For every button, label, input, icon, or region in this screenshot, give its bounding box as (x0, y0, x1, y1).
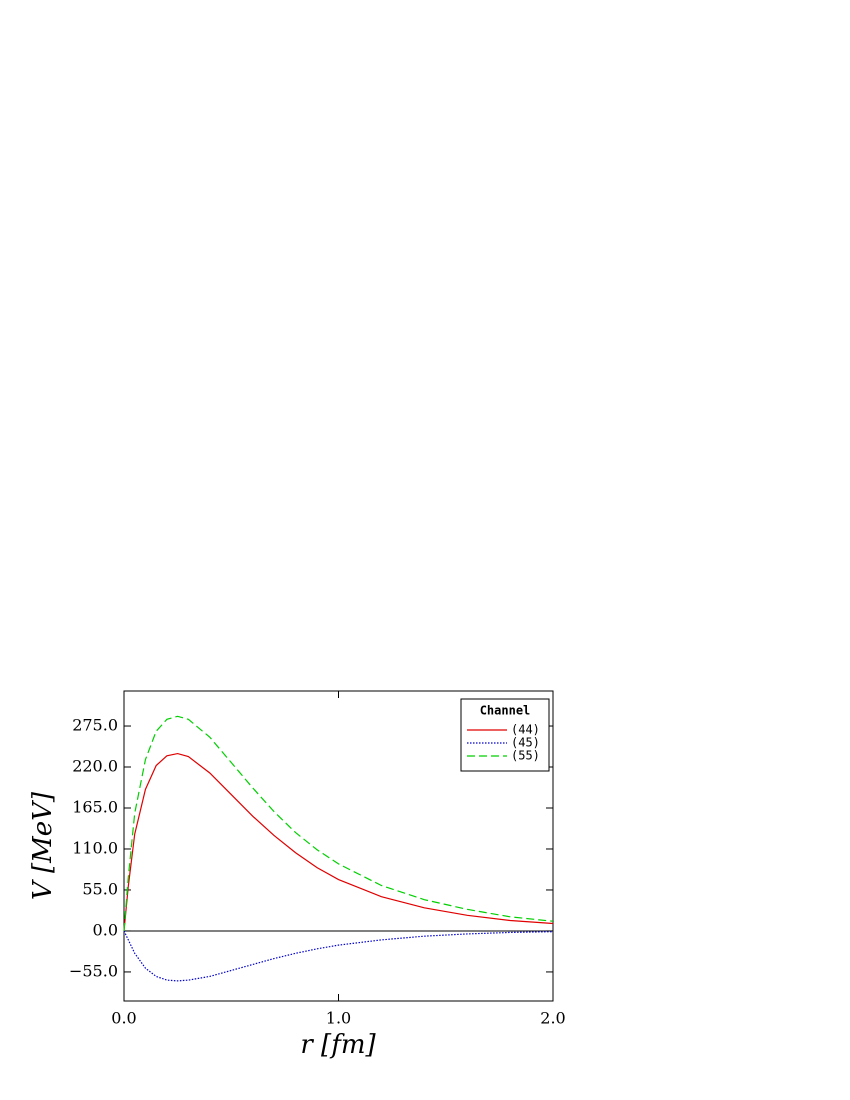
y-tick-label: 275.0 (72, 716, 118, 735)
legend-label: (45) (511, 736, 540, 750)
x-axis-label: r [fm] (300, 1030, 376, 1060)
x-tick-label: 1.0 (326, 1009, 351, 1028)
y-tick-label: 110.0 (72, 838, 118, 857)
x-tick-label: 0.0 (111, 1009, 136, 1028)
legend-label: (55) (511, 749, 540, 763)
legend-label: (44) (511, 723, 540, 737)
series-line (123, 715, 554, 931)
x-tick-label: 2.0 (540, 1009, 565, 1028)
series-line (123, 930, 554, 982)
series-line (123, 752, 554, 932)
y-tick-label: 165.0 (72, 797, 118, 816)
y-tick-label: 0.0 (93, 920, 118, 939)
y-axis-label: V [MeV] (28, 791, 58, 900)
legend-title: Channel (480, 704, 531, 718)
legend-box (460, 698, 550, 772)
y-tick-label: 220.0 (72, 757, 118, 776)
y-tick-label: −55.0 (69, 961, 118, 980)
y-tick-label: 55.0 (82, 879, 118, 898)
